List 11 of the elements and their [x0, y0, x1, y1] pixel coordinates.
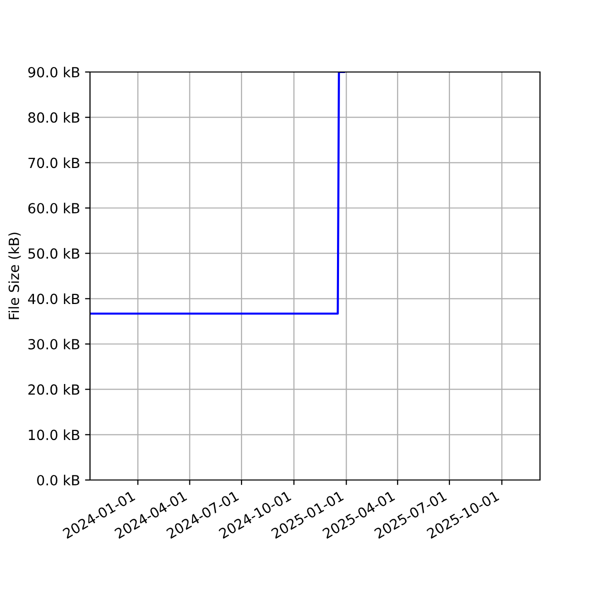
y-tick-label: 50.0 kB	[28, 248, 80, 259]
y-tick-label: 90.0 kB	[28, 66, 80, 78]
y-tick-label: 30.0 kB	[28, 338, 80, 350]
y-tick-label: 0.0 kB	[37, 474, 80, 486]
y-tick-label: 80.0 kB	[28, 112, 80, 123]
y-axis-title: File Size (kB)	[8, 232, 21, 320]
y-tick-label: 20.0 kB	[28, 384, 80, 395]
y-tick-label: 60.0 kB	[28, 202, 80, 214]
y-tick-label: 70.0 kB	[28, 157, 80, 168]
y-tick-label: 10.0 kB	[28, 429, 80, 440]
y-tick-label: 40.0 kB	[28, 293, 80, 304]
